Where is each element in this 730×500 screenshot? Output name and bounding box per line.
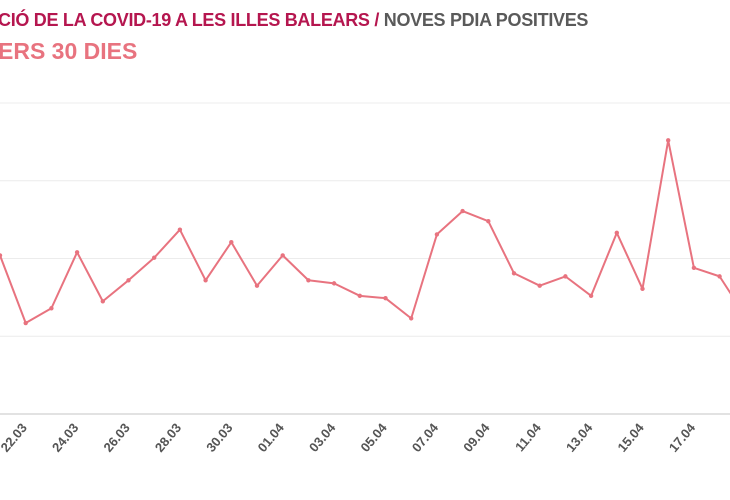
x-tick-label: 13.04 xyxy=(563,420,596,455)
x-tick-label: 07.04 xyxy=(409,420,442,455)
data-point xyxy=(152,255,157,260)
data-point xyxy=(100,299,106,304)
x-tick-label: 17.04 xyxy=(666,420,699,455)
data-point xyxy=(254,283,260,288)
title-metric: NOVES PDIA POSITIVES xyxy=(383,10,589,30)
data-point xyxy=(203,278,208,283)
data-point xyxy=(409,316,414,321)
data-point xyxy=(306,278,311,283)
data-point xyxy=(486,218,491,224)
title-separator: / xyxy=(369,10,384,30)
data-point xyxy=(691,265,697,271)
data-point xyxy=(563,274,568,279)
data-point xyxy=(588,293,594,299)
x-tick-label: 30.03 xyxy=(203,420,235,455)
data-point xyxy=(0,253,3,258)
x-tick-label: 11.04 xyxy=(512,420,544,455)
data-point xyxy=(126,278,131,283)
data-point xyxy=(666,138,671,143)
data-point xyxy=(434,232,440,237)
x-tick-label: 05.04 xyxy=(357,420,390,455)
data-point xyxy=(537,283,542,288)
data-point xyxy=(74,250,80,255)
x-tick-label: 24.03 xyxy=(49,420,81,455)
chart-subtitle: ERS 30 DIES xyxy=(0,38,138,64)
data-point xyxy=(640,286,645,292)
data-point xyxy=(511,271,517,276)
data-point xyxy=(280,253,285,258)
data-point xyxy=(177,227,183,232)
data-point xyxy=(23,320,28,326)
x-tick-label: 26.03 xyxy=(100,420,132,455)
data-point xyxy=(460,208,465,214)
data-point xyxy=(383,295,388,301)
data-point xyxy=(229,239,234,245)
x-tick-label: 09.04 xyxy=(460,420,493,455)
x-tick-label: 22.03 xyxy=(0,420,30,455)
series-line xyxy=(0,139,730,325)
x-tick-label: 28.03 xyxy=(152,420,184,455)
x-tick-label: 01.04 xyxy=(255,420,288,455)
data-point xyxy=(717,274,722,279)
title-main: CIÓ DE LA COVID-19 A LES ILLES BALEARS xyxy=(0,10,370,30)
x-tick-label: 03.04 xyxy=(306,420,339,455)
data-point xyxy=(614,230,619,236)
data-point xyxy=(49,306,54,311)
data-point xyxy=(357,293,362,299)
chart-title: CIÓ DE LA COVID-19 A LES ILLES BALEARS /… xyxy=(0,10,588,31)
x-tick-label: 15.04 xyxy=(614,420,647,455)
data-point xyxy=(331,281,337,286)
